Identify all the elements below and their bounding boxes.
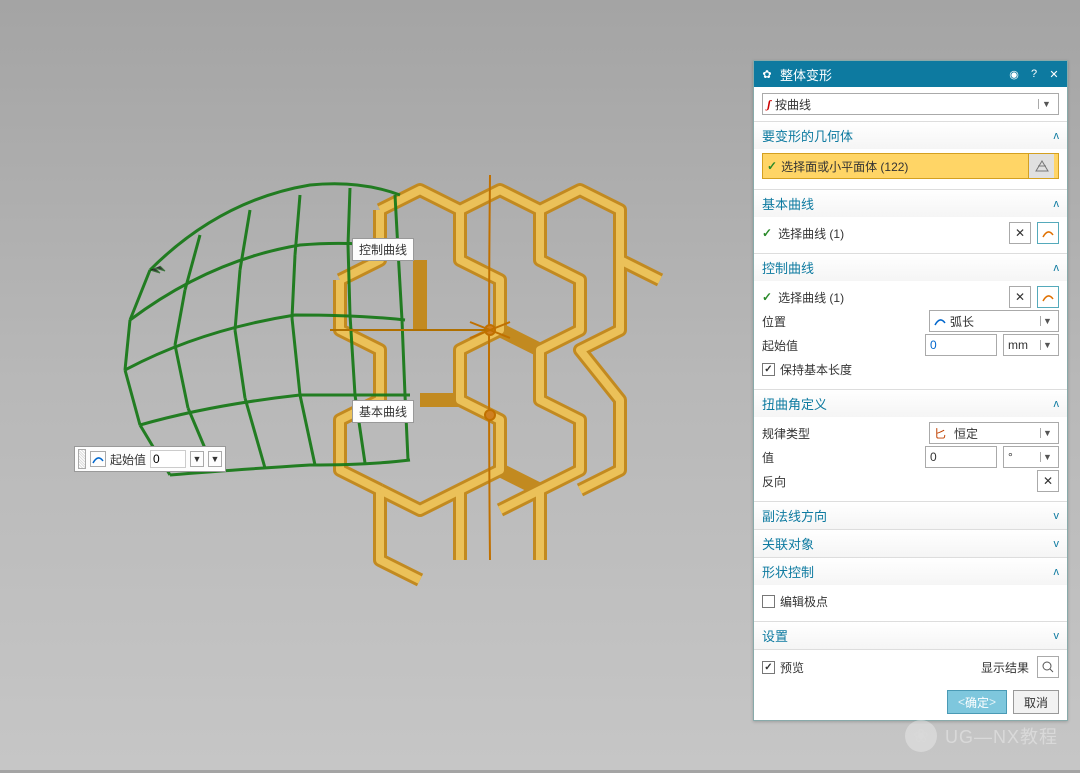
preview-checkbox[interactable]: ✓ 预览	[762, 659, 804, 676]
position-label: 位置	[762, 313, 786, 330]
type-select[interactable]: ʃ 按曲线 ▼	[762, 93, 1059, 115]
position-select[interactable]: 弧长 ▼	[929, 310, 1059, 332]
chevron-down-icon: v	[1054, 630, 1060, 642]
twist-value-input[interactable]: 0	[925, 446, 997, 468]
edit-poles-checkbox[interactable]: 编辑极点	[762, 589, 1059, 613]
chevron-down-icon: v	[1054, 538, 1060, 550]
start-label: 起始值	[762, 337, 798, 354]
close-icon[interactable]: ✕	[1047, 67, 1061, 81]
select-curve-label: 选择曲线 (1)	[778, 225, 844, 242]
type-value: 按曲线	[775, 96, 1034, 113]
callout-label: 基本曲线	[359, 403, 407, 420]
ok-button[interactable]: 确定	[947, 690, 1007, 714]
chevron-up-icon: ʌ	[1054, 198, 1060, 210]
clear-selection-button[interactable]: ✕	[1009, 286, 1031, 308]
dropdown-icon[interactable]: ▼	[190, 451, 204, 467]
law-type-select[interactable]: 匕 恒定 ▼	[929, 422, 1059, 444]
watermark: ❀ UG—NX教程	[905, 720, 1058, 752]
chevron-down-icon: ▼	[1040, 340, 1054, 350]
law-type-label: 规律类型	[762, 425, 810, 442]
grip-icon[interactable]	[78, 449, 86, 469]
section-shape-header[interactable]: 形状控制 ʌ	[754, 557, 1067, 585]
chevron-down-icon: ▼	[1038, 99, 1054, 109]
model-render	[0, 0, 720, 770]
arc-icon	[934, 315, 946, 327]
reset-icon[interactable]: ◉	[1007, 67, 1021, 81]
curve-icon	[90, 451, 106, 467]
dialog-title: 整体变形	[780, 65, 1001, 84]
chevron-down-icon: ▼	[1040, 428, 1054, 438]
select-faces-row[interactable]: ✓ 选择面或小平面体 (122)	[762, 153, 1059, 179]
value-label: 值	[762, 449, 774, 466]
chevron-up-icon: ʌ	[1054, 398, 1060, 410]
clear-selection-button[interactable]: ✕	[1009, 222, 1031, 244]
chevron-up-icon: ʌ	[1054, 566, 1060, 578]
start-value-input[interactable]: 0	[925, 334, 997, 356]
dropdown-icon[interactable]: ▼	[208, 451, 222, 467]
section-assoc-header[interactable]: 关联对象 v	[754, 529, 1067, 557]
show-result-button[interactable]	[1037, 656, 1059, 678]
checkbox-icon	[762, 595, 775, 608]
callout-label: 控制曲线	[359, 241, 407, 258]
reverse-button[interactable]: ✕	[1037, 470, 1059, 492]
start-value-widget[interactable]: 起始值 ▼ ▼	[74, 446, 226, 472]
section-control-curve-header[interactable]: 控制曲线 ʌ	[754, 253, 1067, 281]
chevron-up-icon: ʌ	[1054, 130, 1060, 142]
dialog-titlebar[interactable]: ✿ 整体变形 ◉ ? ✕	[754, 61, 1067, 87]
chevron-down-icon: ▼	[1040, 452, 1054, 462]
dialog-global-deform: ✿ 整体变形 ◉ ? ✕ ʃ 按曲线 ▼ 要变形的几何体 ʌ ✓ 选择面或小平面…	[753, 60, 1068, 721]
check-icon: ✓	[767, 159, 777, 173]
curve-selector-button[interactable]	[1037, 286, 1059, 308]
checkbox-icon: ✓	[762, 363, 775, 376]
check-icon: ✓	[762, 290, 772, 304]
chevron-down-icon: ▼	[1040, 316, 1054, 326]
constant-icon: 匕	[934, 425, 946, 442]
check-icon: ✓	[762, 226, 772, 240]
section-geometry-header[interactable]: 要变形的几何体 ʌ	[754, 121, 1067, 149]
help-icon[interactable]: ?	[1027, 67, 1041, 81]
face-filter-icon[interactable]	[1028, 154, 1054, 178]
chevron-down-icon: v	[1054, 510, 1060, 522]
reverse-label: 反向	[762, 473, 786, 490]
start-value-input[interactable]	[150, 450, 186, 468]
curve-type-icon: ʃ	[767, 97, 771, 112]
unit-select[interactable]: mm ▼	[1003, 334, 1059, 356]
start-label: 起始值	[110, 451, 146, 468]
section-subnormal-header[interactable]: 副法线方向 v	[754, 501, 1067, 529]
show-result-label: 显示结果	[981, 659, 1029, 676]
cancel-button[interactable]: 取消	[1013, 690, 1059, 714]
chevron-up-icon: ʌ	[1054, 262, 1060, 274]
section-base-curve-header[interactable]: 基本曲线 ʌ	[754, 189, 1067, 217]
wechat-icon: ❀	[905, 720, 937, 752]
section-settings-header[interactable]: 设置 v	[754, 621, 1067, 649]
keep-length-checkbox[interactable]: ✓ 保持基本长度	[762, 357, 1059, 381]
callout-control-curve: 控制曲线	[352, 238, 414, 261]
callout-base-curve: 基本曲线	[352, 400, 414, 423]
section-twist-header[interactable]: 扭曲角定义 ʌ	[754, 389, 1067, 417]
gear-icon: ✿	[760, 67, 774, 81]
select-curve-label: 选择曲线 (1)	[778, 289, 844, 306]
curve-selector-button[interactable]	[1037, 222, 1059, 244]
unit-select[interactable]: ° ▼	[1003, 446, 1059, 468]
select-faces-label: 选择面或小平面体 (122)	[777, 158, 1028, 175]
checkbox-icon: ✓	[762, 661, 775, 674]
